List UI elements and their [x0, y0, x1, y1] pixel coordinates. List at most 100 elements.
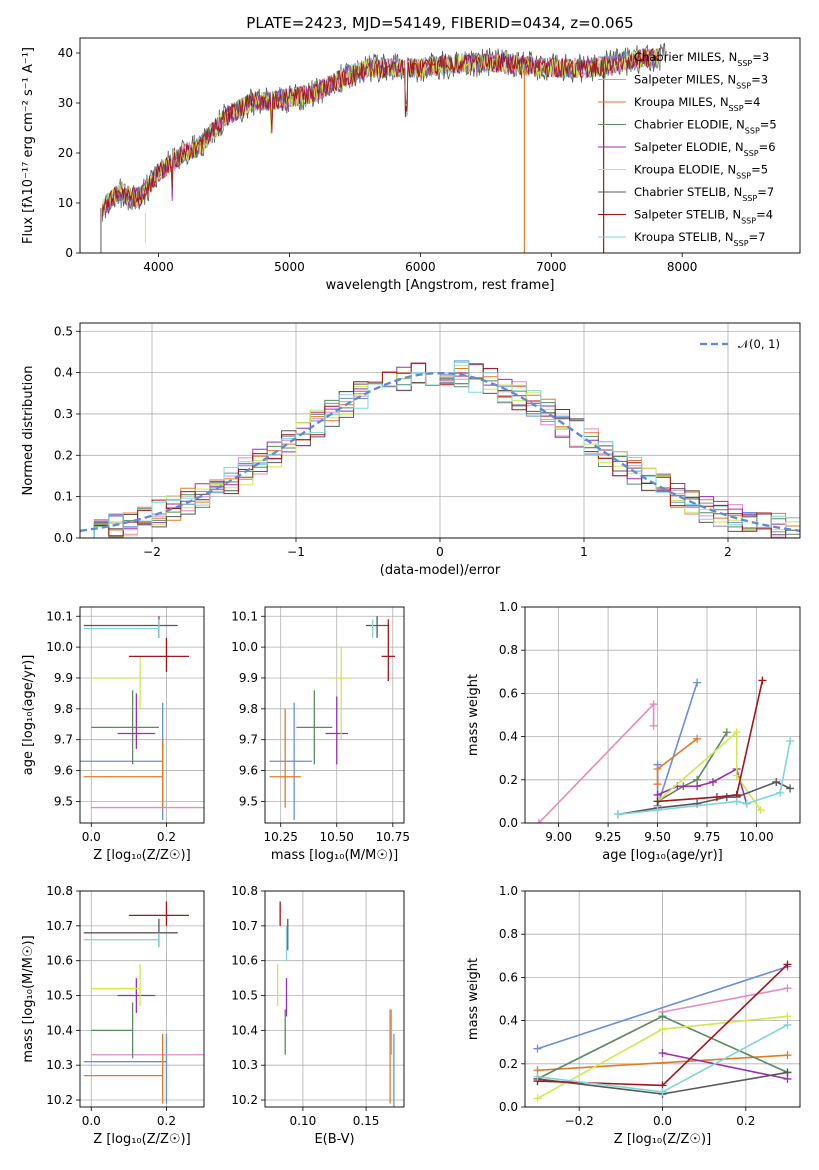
y-tick-label: 30: [58, 96, 73, 110]
weight-marker: [783, 960, 792, 969]
y-tick-label: 10.2: [231, 1093, 258, 1107]
weight-marker: [722, 728, 731, 737]
weight-series: [538, 702, 655, 823]
weight-marker: [732, 771, 741, 780]
weight-series: [537, 1054, 788, 1072]
weight-series: [662, 987, 788, 1013]
weight-vs-Z-panel: −0.2 0.0 0.2 0.0 0.2 0.4 0.6 0.8 1.0 Z [log₁₀(Z/Z…: [466, 884, 801, 1147]
residuals-panel: −2 −1 0 1 2 0.0 0.1 0.2 0.3 0.4 0.5 (data-model)/er…: [21, 322, 801, 578]
x-tick-label: 0.0: [82, 830, 101, 844]
legend-nssp: =3: [751, 73, 768, 87]
spectrum-ticks: 4000 5000 6000 7000 8000 0 10 20 30 40: [58, 46, 698, 274]
y-tick-label: 10.6: [231, 954, 258, 968]
weight-marker: [712, 793, 721, 802]
y-tick-label: 0.2: [499, 1057, 518, 1071]
legend-subscript: SSP: [736, 81, 751, 90]
mass-vs-ebv-panel: 0.10 0.15 10.2 10.3 10.4 10.5 10.6 10.7 10.8 E(B-…: [231, 884, 405, 1147]
weight-series: [657, 731, 728, 803]
weight-marker: [658, 1049, 667, 1057]
y-tick-label: 9.8: [239, 702, 258, 716]
mass-vs-Z-grid: [80, 890, 204, 1107]
x-tick-label: 0.15: [353, 1114, 380, 1128]
legend-nssp: =5: [751, 163, 768, 177]
y-axis-label: mass weight: [466, 674, 481, 756]
x-tick-label: 0.0: [82, 1114, 101, 1128]
x-axis-label: Z [log₁₀(Z/Z☉)]: [93, 1132, 190, 1147]
weight-marker: [708, 777, 717, 786]
weight-marker: [732, 797, 741, 806]
x-tick-label: 0.2: [157, 1114, 176, 1128]
age-vs-Z-grid: [80, 607, 204, 823]
weight-marker: [742, 799, 751, 808]
age-vs-Z-panel: 0.0 0.2 9.5 9.6 9.7 9.8 9.9 10.0 10.1 Z [log₁₀(Z/…: [21, 606, 205, 863]
age-vs-mass-plot-area: [269, 616, 396, 820]
y-axis-label: Normed distribution: [21, 366, 36, 496]
x-tick-label: 9.50: [644, 830, 671, 844]
y-tick-label: 10.1: [231, 609, 258, 623]
legend-subscript: SSP: [745, 126, 760, 135]
weight-marker: [653, 806, 662, 815]
x-tick-label: 9.75: [694, 830, 721, 844]
y-tick-label: 0.1: [54, 490, 73, 504]
x-tick-label: −1: [287, 545, 305, 559]
y-tick-label: 9.6: [54, 764, 73, 778]
y-tick-label: 9.7: [54, 733, 73, 747]
weight-vs-age-plot-area: [534, 676, 795, 823]
legend-subscript: SSP: [744, 149, 759, 158]
weight-marker: [653, 765, 662, 773]
y-tick-label: 0.0: [499, 1100, 518, 1114]
x-tick-label: 0: [436, 545, 444, 559]
axes-frame: [524, 606, 801, 824]
y-tick-label: 0.2: [499, 773, 518, 787]
y-tick-label: 9.7: [239, 733, 258, 747]
y-tick-label: 10.1: [46, 609, 73, 623]
y-axis-label: mass [log₁₀(M/M☉)]: [21, 935, 36, 1062]
weight-series: [537, 965, 788, 1050]
y-tick-label: 10.3: [46, 1058, 73, 1072]
legend-name: Kroupa STELIB, N: [634, 230, 734, 244]
weight-marker: [533, 1072, 542, 1081]
weight-marker: [772, 777, 781, 786]
x-tick-label: −0.2: [565, 1114, 594, 1128]
legend-name: Chabrier STELIB, N: [634, 185, 742, 199]
x-tick-label: 0.2: [157, 830, 176, 844]
legend-label: Kroupa STELIB, NSSP=7: [634, 230, 765, 248]
axes-frame: [524, 890, 801, 1108]
x-tick-label: 5000: [274, 260, 305, 274]
spectrum-plot-area: [100, 42, 667, 253]
mass-vs-Z-ticks: 0.0 0.2 10.2 10.3 10.4 10.5 10.6 10.7 10.8: [46, 884, 176, 1128]
weight-series: [662, 1052, 788, 1080]
axes-frame: [264, 890, 405, 1108]
mass-vs-Z-panel: 0.0 0.2 10.2 10.3 10.4 10.5 10.6 10.7 10.8 Z [log…: [21, 884, 205, 1147]
y-tick-label: 0.2: [54, 448, 73, 462]
y-axis-label: age [log₁₀(age/yr)]: [21, 655, 36, 776]
y-tick-label: 40: [58, 46, 73, 60]
figure-title: PLATE=2423, MJD=54149, FIBERID=0434, z=0…: [246, 14, 633, 32]
y-axis-label: mass weight: [466, 958, 481, 1040]
weight-marker: [693, 678, 702, 687]
age-vs-Z-ticks: 0.0 0.2 9.5 9.6 9.7 9.8 9.9 10.0 10.1: [46, 609, 176, 844]
x-tick-label: 0.10: [290, 1114, 317, 1128]
x-tick-label: 10.00: [739, 830, 773, 844]
legend-nssp: =6: [759, 140, 776, 154]
y-tick-label: 0: [65, 246, 73, 260]
y-tick-label: 10.0: [46, 640, 73, 654]
legend-label: Salpeter ELODIE, NSSP=6: [634, 140, 776, 158]
weight-marker: [658, 1025, 667, 1034]
y-tick-label: 9.8: [54, 702, 73, 716]
residuals-plot-area: [80, 360, 800, 538]
legend-name: Chabrier ELODIE, N: [634, 118, 745, 132]
axes-frame: [79, 606, 205, 824]
x-axis-label: Z [log₁₀(Z/Z☉)]: [614, 1132, 711, 1147]
spectrum-panel: 4000 5000 6000 7000 8000 0 10 20 30 40 wavelength …: [21, 37, 801, 293]
legend-subscript: SSP: [737, 59, 752, 68]
x-axis-label: mass [log₁₀(M/M☉)]: [271, 848, 398, 863]
legend-nssp: =7: [757, 185, 774, 199]
legend-nssp: =4: [744, 95, 761, 109]
legend-subscript: SSP: [741, 216, 756, 225]
weight-marker: [533, 1044, 542, 1053]
legend-label: Kroupa ELODIE, NSSP=5: [634, 163, 768, 181]
residuals-ticks: −2 −1 0 1 2 0.0 0.1 0.2 0.3 0.4 0.5: [54, 324, 732, 559]
legend-label: Chabrier ELODIE, NSSP=5: [634, 118, 777, 136]
